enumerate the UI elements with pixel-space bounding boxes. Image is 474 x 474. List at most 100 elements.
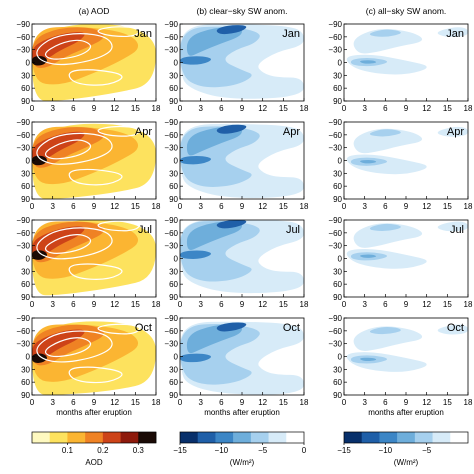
month-label: Apr — [447, 126, 464, 138]
colorbar-swatch — [49, 432, 68, 443]
colorbar-swatch — [32, 432, 51, 443]
colorbar-swatch — [250, 432, 269, 443]
x-tick-label: 0 — [342, 300, 347, 309]
x-tick-label: 3 — [50, 104, 55, 113]
colorbar-label: (W/m²) — [394, 458, 419, 467]
panel-title: (a) AOD — [79, 6, 110, 16]
x-axis-label: months after eruption — [204, 408, 280, 417]
y-tick-label: −90 — [16, 20, 30, 29]
x-tick-label: 3 — [50, 300, 55, 309]
contour-fill-5 — [360, 357, 377, 362]
colorbar-tick-label: −15 — [337, 446, 351, 455]
x-tick-label: 18 — [300, 202, 309, 211]
colorbar-tick-label: 0 — [302, 446, 307, 455]
contour-line-2 — [68, 69, 123, 86]
contour-line-3 — [97, 26, 141, 38]
x-tick-label: 12 — [110, 300, 119, 309]
x-tick-label: 9 — [404, 202, 409, 211]
colorbar-swatch — [180, 432, 199, 443]
y-tick-label: 0 — [26, 59, 31, 68]
x-tick-label: 0 — [178, 202, 183, 211]
month-label: Jul — [450, 224, 464, 236]
y-tick-label: 30 — [21, 267, 30, 276]
y-tick-label: −30 — [16, 144, 30, 153]
y-tick-label: 30 — [333, 365, 342, 374]
contour-fill-3 — [369, 223, 401, 232]
x-tick-label: 0 — [342, 104, 347, 113]
contour-line-3 — [97, 125, 141, 137]
x-tick-label: 9 — [92, 202, 97, 211]
colorbar-swatch — [450, 432, 469, 443]
y-tick-label: 60 — [169, 378, 178, 387]
y-tick-label: 90 — [21, 391, 30, 400]
x-tick-label: 18 — [152, 398, 161, 407]
y-tick-label: −30 — [16, 242, 30, 251]
y-tick-label: −60 — [164, 131, 178, 140]
y-tick-label: −60 — [328, 229, 342, 238]
x-tick-label: 0 — [178, 104, 183, 113]
x-tick-label: 3 — [362, 104, 367, 113]
y-tick-label: −60 — [16, 229, 30, 238]
contour-fill-4 — [32, 353, 47, 363]
x-tick-label: 12 — [258, 202, 267, 211]
x-tick-label: 12 — [422, 202, 431, 211]
colorbar-swatch — [432, 432, 451, 443]
contour-line-2 — [68, 263, 123, 280]
x-tick-label: 3 — [198, 104, 203, 113]
x-tick-label: 6 — [71, 398, 76, 407]
colorbar-swatch — [344, 432, 363, 443]
y-tick-label: −30 — [328, 144, 342, 153]
x-tick-label: 6 — [71, 104, 76, 113]
y-tick-label: −60 — [164, 229, 178, 238]
y-tick-label: 60 — [21, 182, 30, 191]
month-label: Jul — [286, 224, 300, 236]
x-tick-label: 9 — [92, 300, 97, 309]
contour-line-1 — [44, 337, 92, 358]
contour-fill-4 — [216, 124, 247, 134]
x-tick-label: 3 — [198, 202, 203, 211]
contour-fill-2 — [186, 126, 242, 156]
month-label: Jan — [282, 28, 300, 40]
y-tick-label: 60 — [333, 280, 342, 289]
y-tick-label: −60 — [16, 327, 30, 336]
y-tick-label: 90 — [169, 293, 178, 302]
colorbar-swatch — [233, 432, 252, 443]
y-tick-label: −90 — [16, 216, 30, 225]
y-tick-label: 60 — [21, 378, 30, 387]
y-tick-label: −30 — [328, 242, 342, 251]
y-tick-label: 60 — [21, 84, 30, 93]
x-tick-label: 18 — [300, 104, 309, 113]
y-tick-label: 60 — [333, 84, 342, 93]
x-tick-label: 0 — [178, 398, 183, 407]
y-tick-label: 60 — [333, 378, 342, 387]
y-tick-label: 30 — [333, 169, 342, 178]
y-tick-label: −90 — [328, 216, 342, 225]
y-tick-label: −30 — [328, 340, 342, 349]
colorbar-swatch — [67, 432, 86, 443]
y-tick-label: 90 — [21, 293, 30, 302]
y-tick-label: −30 — [164, 340, 178, 349]
x-tick-label: 9 — [404, 104, 409, 113]
y-tick-label: 90 — [333, 391, 342, 400]
x-tick-label: 15 — [131, 104, 140, 113]
y-tick-label: −90 — [328, 314, 342, 323]
contour-fill-4 — [216, 220, 247, 229]
y-tick-label: −90 — [16, 118, 30, 127]
colorbar-swatch — [397, 432, 416, 443]
colorbar-swatch — [361, 432, 380, 443]
contour-fill-2 — [437, 324, 468, 335]
contour-line-0 — [36, 33, 113, 66]
y-tick-label: 30 — [333, 71, 342, 80]
colorbar-label: (W/m²) — [230, 458, 255, 467]
x-tick-label: 15 — [443, 104, 452, 113]
x-tick-label: 0 — [30, 104, 35, 113]
y-tick-label: 90 — [333, 97, 342, 106]
colorbar-0: 0.1 0.2 0.3 AOD — [31, 431, 157, 467]
x-tick-label: 12 — [258, 300, 267, 309]
x-tick-label: 12 — [110, 398, 119, 407]
